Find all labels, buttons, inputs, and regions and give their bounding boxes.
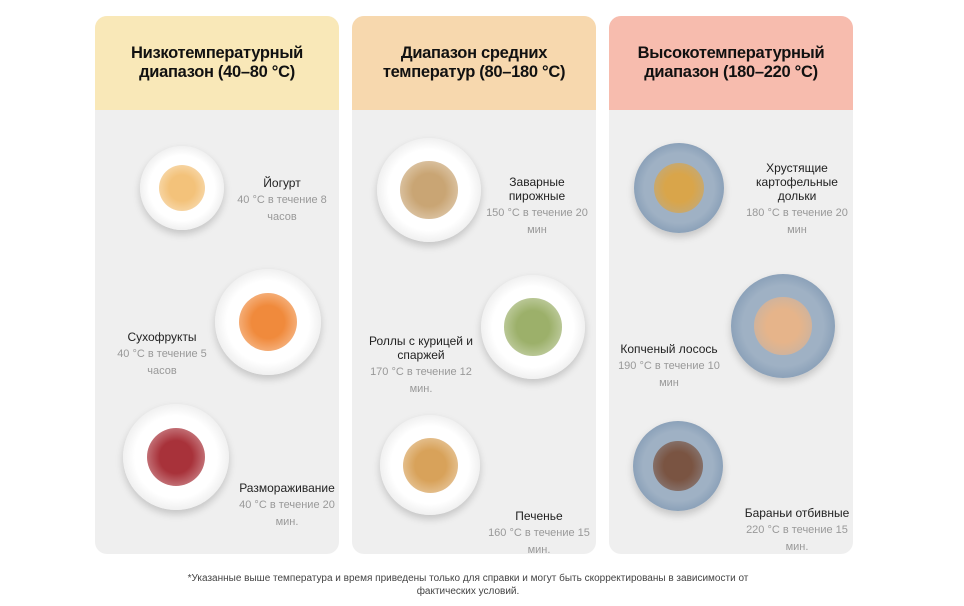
- food-icon: [400, 161, 458, 219]
- dish-settings: 40 °C в течение 8 часов: [237, 194, 327, 223]
- dish-info: Копченый лосось 190 °C в течение 10 мин: [614, 342, 724, 392]
- dish-settings: 40 °C в течение 5 часов: [117, 348, 207, 377]
- dish-image: [215, 269, 321, 375]
- dish-image: [481, 275, 585, 379]
- food-icon: [146, 427, 206, 487]
- dish-settings: 160 °C в течение 15 мин.: [488, 527, 590, 556]
- food-icon: [653, 441, 703, 491]
- dish-image: [633, 421, 723, 511]
- dish-name: Размораживание: [239, 481, 335, 495]
- food-icon: [402, 437, 458, 493]
- dish-name: Сухофрукты: [127, 330, 197, 344]
- dish-image: [123, 404, 229, 510]
- food-icon: [504, 298, 562, 356]
- dish-image: [634, 143, 724, 233]
- dish-name: Хрустящие картофельные дольки: [756, 161, 838, 203]
- dish-settings: 180 °C в течение 20 мин: [746, 207, 848, 236]
- dish-settings: 190 °C в течение 10 мин: [618, 360, 720, 389]
- footnote: *Указанные выше температура и время прив…: [187, 573, 749, 597]
- dish-name: Копченый лосось: [620, 342, 718, 356]
- food-icon: [238, 292, 298, 352]
- dish-name: Заварные пирожные: [508, 175, 566, 203]
- dish-info: Бараньи отбивные 220 °C в течение 15 мин.: [742, 506, 852, 556]
- dish-info: Йогурт 40 °C в течение 8 часов: [227, 176, 337, 226]
- dish-name: Печенье: [515, 509, 563, 523]
- dish-image: [731, 274, 835, 378]
- dish-settings: 150 °C в течение 20 мин: [486, 207, 588, 236]
- dish-name: Роллы с курицей и спаржей: [369, 334, 473, 362]
- dish-info: Роллы с курицей и спаржей 170 °C в течени…: [366, 334, 476, 398]
- dish-info: Хрустящие картофельные дольки 180 °C в те…: [742, 161, 852, 239]
- dish-image: [377, 138, 481, 242]
- dish-info: Размораживание 40 °C в течение 20 мин.: [232, 481, 342, 531]
- dish-info: Сухофрукты 40 °C в течение 5 часов: [107, 330, 217, 380]
- dish-info: Печенье 160 °C в течение 15 мин.: [484, 509, 594, 559]
- food-icon: [754, 297, 812, 355]
- food-icon: [654, 163, 704, 213]
- dish-settings: 40 °C в течение 20 мин.: [239, 499, 335, 528]
- food-icon: [158, 164, 206, 212]
- column-title: Диапазон средних температур (80–180 °C): [352, 16, 596, 110]
- dish-name: Йогурт: [263, 176, 301, 190]
- dish-info: Заварные пирожные 150 °C в течение 20 мин: [482, 175, 592, 239]
- dish-image: [140, 146, 224, 230]
- column-title: Низкотемпературный диапазон (40–80 °C): [95, 16, 339, 110]
- dish-name: Бараньи отбивные: [744, 506, 850, 520]
- dish-image: [380, 415, 480, 515]
- dish-settings: 220 °C в течение 15 мин.: [746, 524, 848, 553]
- column-title: Высокотемпературный диапазон (180–220 °C…: [609, 16, 853, 110]
- dish-settings: 170 °C в течение 12 мин.: [370, 366, 472, 395]
